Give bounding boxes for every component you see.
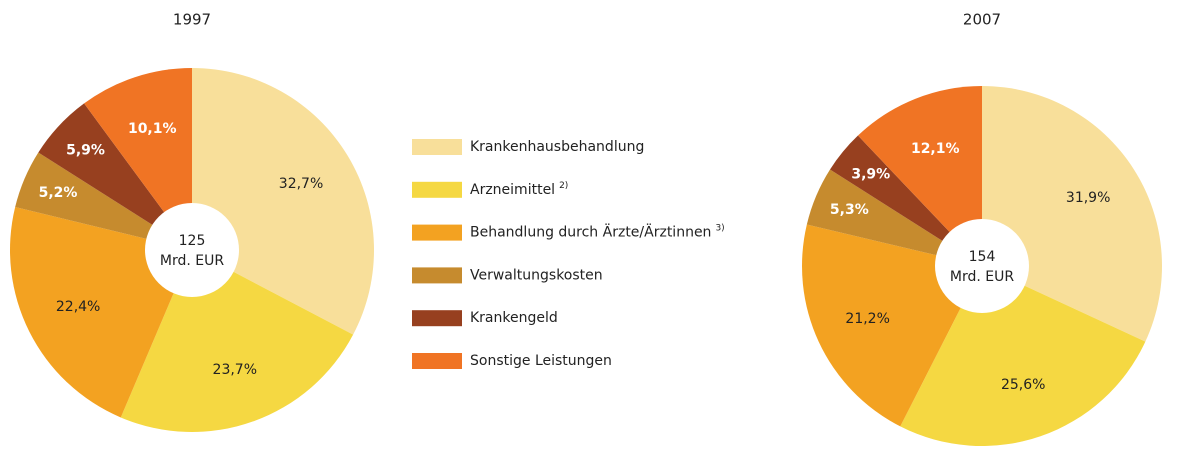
center-label: Mrd. EUR [160, 253, 224, 269]
legend-swatch [412, 224, 462, 241]
legend-label: Krankenhausbehandlung [470, 139, 644, 155]
data-label: 22,4% [56, 299, 100, 315]
legend-footnote: 3) [715, 223, 724, 233]
legend-swatch [412, 353, 462, 369]
data-label: 5,9% [66, 143, 105, 159]
center-label: 125 [179, 233, 206, 249]
legend-text: Krankengeld [470, 310, 558, 326]
chart-title: 1997 [173, 11, 211, 29]
donut-hole [145, 203, 239, 297]
pie-slice [120, 250, 354, 432]
legend-text: Sonstige Leistungen [470, 353, 612, 369]
center-label: 154 [969, 249, 996, 265]
legend-text: Krankenhausbehandlung [470, 139, 644, 155]
legend-label: Behandlung durch Ärzte/Ärztinnen 3) [470, 223, 725, 241]
data-label: 5,3% [830, 202, 869, 218]
donut-hole [935, 219, 1029, 313]
legend-text: Verwaltungskosten [470, 267, 603, 283]
legend-footnote: 2) [559, 180, 568, 190]
legend-text: Arzneimittel [470, 182, 555, 198]
data-label: 10,1% [128, 121, 177, 137]
legend-swatch [412, 181, 462, 198]
data-label: 23,7% [213, 362, 257, 378]
pie-slice [830, 135, 982, 266]
center-label: Mrd. EUR [950, 269, 1014, 285]
legend-text: Behandlung durch Ärzte/Ärztinnen [470, 223, 711, 241]
data-label: 25,6% [1001, 377, 1045, 393]
legend-label: Arzneimittel 2) [470, 180, 568, 198]
legend-swatch [412, 310, 462, 327]
data-label: 31,9% [1066, 190, 1110, 206]
chart-title: 2007 [963, 11, 1001, 29]
data-label: 3,9% [851, 167, 890, 183]
pie-slice [857, 86, 982, 266]
data-label: 32,7% [279, 176, 323, 192]
pie-slice [84, 68, 192, 250]
legend-swatch [412, 267, 462, 284]
data-label: 12,1% [911, 141, 960, 157]
data-label: 21,2% [845, 311, 889, 327]
pie-slice [38, 103, 192, 251]
legend-swatch [412, 139, 462, 155]
legend-label: Krankengeld [470, 310, 558, 326]
pie-slice [192, 68, 374, 335]
legend-label: Sonstige Leistungen [470, 353, 612, 369]
pie-slice [900, 266, 1146, 446]
pie-slice [806, 169, 982, 266]
pie-slice [15, 152, 192, 250]
legend-label: Verwaltungskosten [470, 267, 603, 283]
data-label: 5,2% [39, 185, 78, 201]
